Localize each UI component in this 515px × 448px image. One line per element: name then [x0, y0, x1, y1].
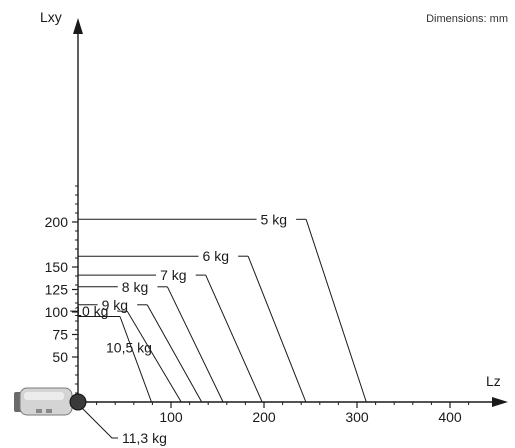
y-axis-arrow-icon	[73, 18, 83, 34]
series-label: 7 kg	[160, 267, 186, 283]
y-tick-label: 200	[45, 214, 69, 230]
series-label: 10,5 kg	[106, 340, 152, 356]
series-label: 10 kg	[74, 303, 108, 319]
series-line	[166, 286, 224, 403]
units-note: Dimensions: mm	[426, 13, 508, 25]
series-line	[119, 316, 152, 403]
y-tick-label: 125	[45, 282, 69, 298]
ticks: 50 75 100 125 150 200 100 200 300 400	[45, 185, 470, 425]
y-tick-label: 75	[52, 327, 68, 343]
series-label: 11,3 kg	[122, 430, 167, 446]
x-tick-label: 200	[252, 409, 276, 425]
y-axis-label: Lxy	[40, 9, 62, 25]
series-label: 8 kg	[122, 279, 148, 295]
x-tick-label: 400	[438, 409, 462, 425]
series-label: 5 kg	[261, 211, 287, 227]
x-tick-label: 300	[345, 409, 369, 425]
series-line	[81, 407, 118, 439]
series-line	[146, 304, 203, 403]
actuator-device-icon	[14, 387, 73, 416]
x-axis-label: Lz	[486, 373, 501, 389]
y-tick-label: 150	[45, 259, 69, 275]
axes	[73, 18, 508, 407]
x-tick-label: 100	[159, 409, 183, 425]
y-tick-label: 50	[52, 349, 68, 365]
series-label: 6 kg	[203, 248, 229, 264]
series-line	[126, 310, 182, 403]
series-line	[305, 219, 367, 403]
series-line	[247, 256, 307, 403]
origin-dot-icon	[69, 393, 87, 411]
x-axis-arrow-icon	[492, 397, 508, 407]
y-tick-label: 100	[45, 304, 69, 320]
series-label: 9 kg	[102, 297, 128, 313]
series-line	[205, 274, 263, 403]
